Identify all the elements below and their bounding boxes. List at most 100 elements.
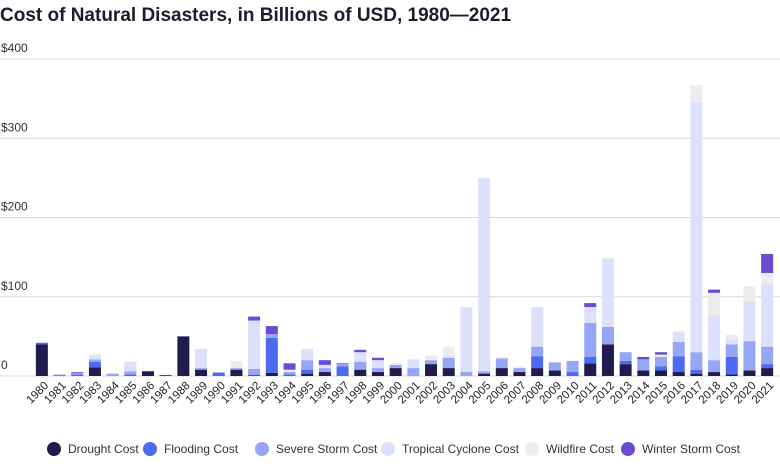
bar-segment (71, 374, 84, 376)
legend-label: Flooding Cost (164, 442, 239, 456)
bar-segment (425, 364, 438, 376)
bar-segment (566, 360, 579, 373)
legend-label: Severe Storm Cost (276, 442, 378, 456)
bar-segment (265, 372, 278, 376)
bar-segment (531, 307, 544, 347)
bar-segment (53, 375, 66, 376)
y-tick-label: $300 (1, 120, 28, 134)
bar-segment (53, 374, 66, 376)
bar-segment (318, 364, 331, 369)
bar-segment (88, 367, 101, 376)
bar-segment (672, 341, 685, 357)
bar-segment (265, 326, 278, 334)
bar-segment (301, 360, 314, 370)
bar-segment (725, 339, 738, 345)
bar-segment (690, 352, 703, 370)
bar-segment (248, 316, 261, 321)
bar-segment (619, 360, 632, 365)
bar-segment (354, 369, 367, 376)
legend-label: Wildfire Cost (546, 442, 615, 456)
bar-segment (301, 373, 314, 376)
bar-segment (442, 355, 455, 358)
legend-marker (47, 442, 61, 456)
bar-segment (478, 371, 491, 374)
bar-segment (531, 346, 544, 357)
bar-segment (389, 364, 402, 369)
bar-segment (460, 307, 473, 373)
bar-segment (761, 272, 774, 284)
bar-segment (265, 337, 278, 373)
bar-segment (548, 370, 561, 376)
bar-segment (195, 369, 208, 376)
bar-segment (725, 356, 738, 375)
bar-segment (513, 366, 526, 369)
bar-segment (708, 292, 721, 315)
bar-segment (318, 372, 331, 376)
bar-segment (655, 366, 668, 371)
bar-segment (743, 286, 756, 301)
bar-segment (601, 344, 614, 376)
bar-segment (35, 342, 48, 345)
bar-segment (761, 368, 774, 376)
legend-marker (621, 442, 635, 456)
chart-title: Cost of Natural Disasters, in Billions o… (0, 5, 511, 26)
legend-label: Tropical Cyclone Cost (402, 442, 520, 456)
bar-segment (708, 360, 721, 373)
legend-label: Drought Cost (68, 442, 139, 456)
bar-segment (336, 364, 349, 367)
bar-segment (425, 355, 438, 361)
bar-segment (265, 333, 278, 338)
bar-segment (637, 370, 650, 376)
bar-segment (301, 369, 314, 374)
bar-segment (601, 257, 614, 259)
bar-segment (212, 372, 225, 376)
bar-segment (672, 356, 685, 373)
bar-segment (71, 372, 84, 373)
bar-segment (601, 326, 614, 345)
bar-segment (478, 177, 491, 372)
bar-segment (743, 341, 756, 371)
bar-segment (690, 369, 703, 374)
bar-segment (690, 101, 703, 353)
bar-segment (584, 307, 597, 323)
bar-segment (88, 353, 101, 357)
bar-segment (371, 357, 384, 361)
bar-segment (71, 372, 84, 375)
bar-segment (88, 361, 101, 368)
bar-segment (708, 314, 721, 361)
bar-segment (230, 360, 243, 369)
bar-segment (743, 300, 756, 342)
bar-segment (708, 372, 721, 376)
bar-segment (601, 258, 614, 327)
bar-segment (637, 359, 650, 371)
bar-segment (495, 356, 508, 359)
bar-segment (212, 372, 225, 373)
bar-segment (371, 368, 384, 373)
legend-marker (525, 442, 539, 456)
bar-segment (548, 362, 561, 371)
bar-segment (690, 373, 703, 376)
bar-segment (725, 344, 738, 357)
bar-segment (655, 352, 668, 355)
bar-segment (761, 346, 774, 365)
y-tick-label: 0 (1, 358, 8, 372)
bar-segment (159, 375, 172, 376)
bar-segment (407, 368, 420, 376)
bar-segment (283, 369, 296, 373)
bar-segment (513, 368, 526, 373)
bar-segment (389, 363, 402, 365)
bar-segment (442, 357, 455, 369)
bar-segment (354, 349, 367, 353)
bar-segment (761, 283, 774, 347)
bar-segment (371, 372, 384, 376)
bar-segment (318, 360, 331, 365)
bar-segment (442, 346, 455, 356)
bar-segment (141, 371, 154, 376)
bar-segment (88, 356, 101, 360)
bar-segment (495, 368, 508, 376)
bar-segment (389, 368, 402, 376)
bar-segment (248, 368, 261, 376)
bar-segment (690, 85, 703, 102)
bar-segment (460, 372, 473, 376)
